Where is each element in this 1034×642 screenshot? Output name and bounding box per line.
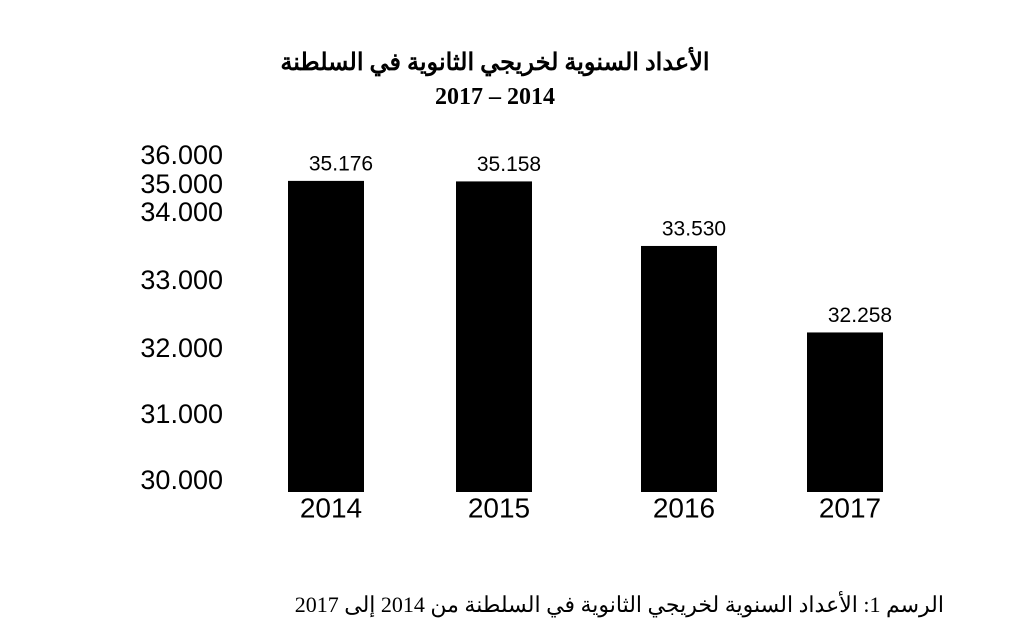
bar-2016 bbox=[641, 245, 717, 492]
y-tick-label: 31.000 bbox=[140, 399, 223, 429]
x-tick-label: 2017 bbox=[819, 492, 881, 523]
x-tick-label: 2014 bbox=[300, 492, 362, 523]
bar-chart: 30.000 31.000 32.000 33.000 34.00035.00036.0… bbox=[140, 140, 892, 523]
data-label: 33.530 bbox=[662, 218, 726, 241]
bar-2015 bbox=[456, 181, 532, 492]
chart-subtitle: 2017 – 2014 bbox=[435, 84, 555, 110]
y-tick-label: 36.000 bbox=[140, 140, 223, 170]
chart-title: الأعداد السنوية لخريجي الثانوية في السلط… bbox=[280, 50, 710, 76]
bar-2017 bbox=[807, 332, 883, 492]
data-label: 35.158 bbox=[477, 153, 541, 176]
data-label: 35.176 bbox=[309, 152, 373, 175]
y-tick-label: 32.000 bbox=[140, 333, 223, 363]
bar-2014 bbox=[288, 180, 364, 492]
y-tick-label: 34.000 bbox=[140, 197, 223, 227]
x-tick-label: 2016 bbox=[653, 492, 715, 523]
y-tick-label: 30.000 bbox=[140, 465, 223, 495]
y-tick-label: 33.000 bbox=[140, 265, 223, 295]
y-tick-label: 35.000 bbox=[140, 169, 223, 199]
x-tick-label: 2015 bbox=[468, 492, 530, 523]
figure-caption: الرسم 1: الأعداد السنوية لخريجي الثانوية… bbox=[294, 592, 944, 617]
data-label: 32.258 bbox=[828, 304, 892, 327]
